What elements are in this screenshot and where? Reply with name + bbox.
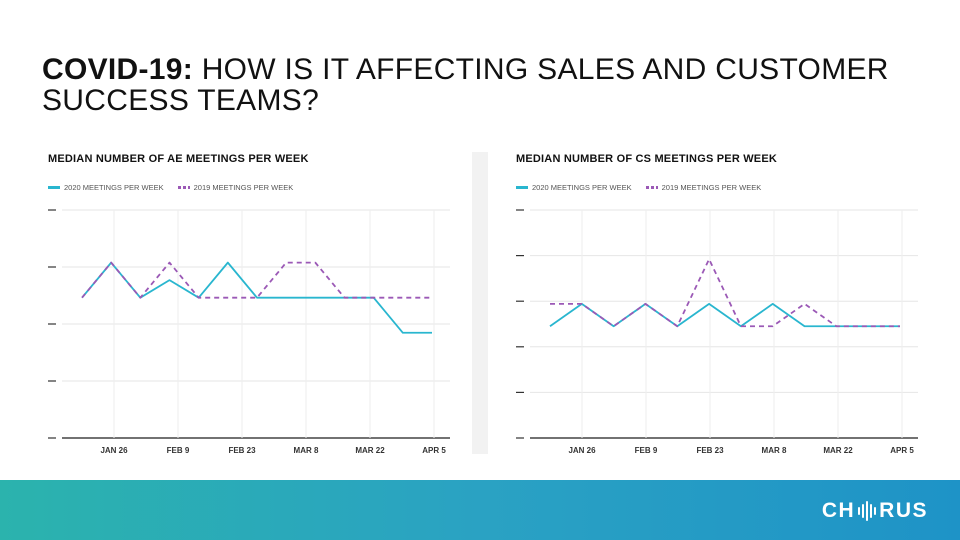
x-tick-label: FEB 9 xyxy=(167,446,190,455)
chart-legend: 2020 MEETINGS PER WEEK 2019 MEETINGS PER… xyxy=(516,183,775,192)
x-tick-label: MAR 22 xyxy=(823,446,853,455)
legend-item-2020: 2020 MEETINGS PER WEEK xyxy=(516,183,632,192)
x-tick-label: FEB 9 xyxy=(635,446,658,455)
legend-label: 2020 MEETINGS PER WEEK xyxy=(64,183,164,192)
legend-label: 2020 MEETINGS PER WEEK xyxy=(532,183,632,192)
series-line-2019 xyxy=(550,258,900,328)
legend-label: 2019 MEETINGS PER WEEK xyxy=(661,183,762,192)
ae-meetings-chart-panel: MEDIAN NUMBER OF AE MEETINGS PER WEEK 20… xyxy=(42,150,472,470)
legend-swatch-solid xyxy=(48,186,60,189)
legend-label: 2019 MEETINGS PER WEEK xyxy=(193,183,294,192)
x-tick-label: APR 5 xyxy=(422,446,446,455)
page-title-rest: HOW IS IT AFFECTING SALES AND CUSTOMER S… xyxy=(42,53,889,117)
legend-swatch-solid xyxy=(516,186,528,189)
page-title-bold: COVID-19: xyxy=(42,53,194,86)
x-tick-label: JAN 26 xyxy=(100,446,128,455)
x-tick-label: MAR 8 xyxy=(294,446,319,455)
panel-divider xyxy=(472,152,488,454)
legend-item-2019: 2019 MEETINGS PER WEEK xyxy=(177,183,294,192)
series-line-2019 xyxy=(81,261,432,299)
x-tick-label: APR 5 xyxy=(890,446,914,455)
brand-logo: CH RUS xyxy=(822,499,928,523)
legend-swatch-dashed xyxy=(645,186,658,189)
x-tick-label: FEB 23 xyxy=(228,446,256,455)
logo-text-start: CH xyxy=(821,499,856,522)
cs-meetings-line-chart: JAN 26 FEB 9 FEB 23 MAR 8 MAR 22 APR 5 xyxy=(516,209,918,455)
series-line-2020 xyxy=(549,302,900,328)
logo-text-end: RUS xyxy=(879,499,928,522)
chart-title: MEDIAN NUMBER OF AE MEETINGS PER WEEK xyxy=(48,153,309,165)
legend-item-2019: 2019 MEETINGS PER WEEK xyxy=(645,183,762,192)
chart-title: MEDIAN NUMBER OF CS MEETINGS PER WEEK xyxy=(516,153,778,165)
chart-legend: 2020 MEETINGS PER WEEK 2019 MEETINGS PER… xyxy=(48,183,307,192)
legend-swatch-dashed xyxy=(177,186,190,189)
footer-bar: CH RUS xyxy=(0,480,960,540)
cs-meetings-chart-panel: MEDIAN NUMBER OF CS MEETINGS PER WEEK 20… xyxy=(510,150,940,470)
x-tick-label: JAN 26 xyxy=(568,446,596,455)
page-title: COVID-19: HOW IS IT AFFECTING SALES AND … xyxy=(42,54,922,116)
x-tick-label: MAR 22 xyxy=(355,446,385,455)
soundwave-icon xyxy=(857,501,877,521)
x-tick-label: FEB 23 xyxy=(696,446,724,455)
ae-meetings-line-chart: JAN 26 FEB 9 FEB 23 MAR 8 MAR 22 APR 5 xyxy=(48,209,450,455)
x-tick-label: MAR 8 xyxy=(762,446,787,455)
legend-item-2020: 2020 MEETINGS PER WEEK xyxy=(48,183,164,192)
